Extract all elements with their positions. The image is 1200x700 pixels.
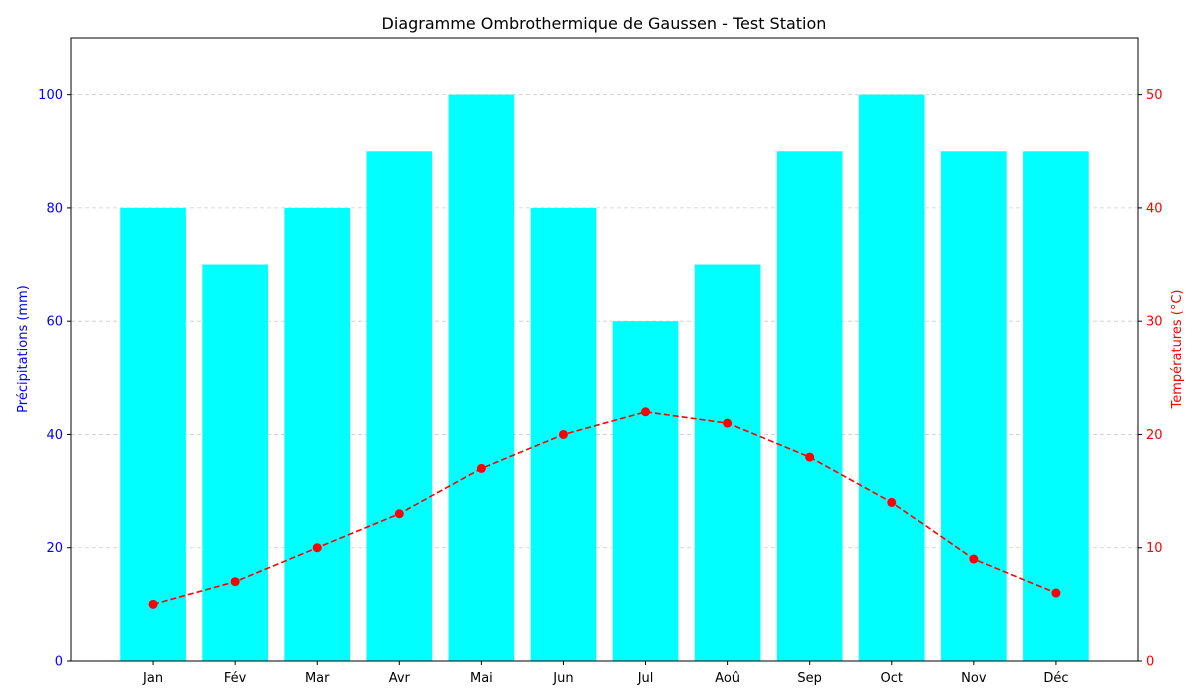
temperature-point	[887, 497, 897, 507]
temperature-point	[805, 452, 815, 462]
x-tick-label: Déc	[1043, 671, 1068, 686]
x-tick-label: Nov	[961, 671, 987, 686]
x-tick-label: Avr	[389, 671, 411, 686]
y-left-axis-label: Précipitations (mm)	[16, 285, 31, 413]
y-left-tick-label: 80	[46, 201, 63, 216]
precipitation-bar	[1023, 151, 1089, 662]
y-right-tick-label: 20	[1146, 428, 1163, 443]
temperature-point	[723, 418, 733, 428]
x-tick-label: Mai	[470, 671, 493, 686]
chart-title: Diagramme Ombrothermique de Gaussen - Te…	[382, 14, 827, 33]
temperature-point	[969, 554, 979, 564]
x-tick-label: Oct	[881, 671, 903, 686]
ticks-layer: 0 20 40 60 80 100 0 10 20 30 40 50 Jan Fév Mar Avr Mai Ju…	[38, 88, 1162, 686]
precipitation-bar	[202, 264, 268, 661]
precipitation-bar	[612, 321, 679, 661]
y-left-tick-label: 60	[46, 315, 63, 330]
temperature-point	[558, 429, 568, 439]
x-tick-label: Sep	[797, 671, 822, 686]
temperature-point	[312, 543, 322, 553]
y-left-tick-label: 0	[55, 655, 63, 670]
precipitation-bar	[284, 207, 351, 661]
temperature-point	[476, 463, 486, 473]
y-left-tick-label: 20	[46, 541, 63, 556]
x-tick-label: Jul	[637, 671, 654, 686]
x-tick-label: Jan	[142, 671, 163, 686]
precipitation-bar	[366, 151, 433, 662]
y-right-axis-label: Températures (°C)	[1170, 290, 1185, 410]
precipitation-bars	[120, 94, 1089, 662]
temperature-line	[152, 410, 1057, 606]
precipitation-bar	[448, 94, 515, 662]
x-tick-label: Aoû	[715, 671, 740, 686]
precipitation-bar	[694, 264, 761, 661]
y-right-tick-label: 10	[1146, 541, 1163, 556]
temperature-line-layer	[148, 407, 1061, 609]
temperature-point	[1051, 588, 1061, 598]
precipitation-bar	[858, 94, 925, 662]
precipitation-bar	[941, 151, 1007, 662]
y-right-tick-label: 50	[1146, 88, 1163, 103]
x-tick-label: Fév	[224, 671, 247, 686]
temperature-point	[230, 577, 240, 587]
axes-layer	[70, 37, 1139, 662]
y-right-tick-label: 40	[1146, 201, 1163, 216]
plot-frame	[70, 37, 1139, 662]
y-right-tick-label: 30	[1146, 315, 1163, 330]
x-tick-label: Jun	[552, 671, 573, 686]
precipitation-bar	[120, 207, 186, 661]
temperature-point	[641, 407, 651, 417]
y-right-tick-label: 0	[1146, 655, 1154, 670]
temperature-point	[148, 599, 158, 609]
y-left-tick-label: 40	[46, 428, 63, 443]
precipitation-bar	[776, 151, 843, 662]
x-tick-label: Mar	[305, 671, 330, 686]
y-left-tick-label: 100	[38, 88, 63, 103]
temperature-point	[394, 509, 404, 519]
